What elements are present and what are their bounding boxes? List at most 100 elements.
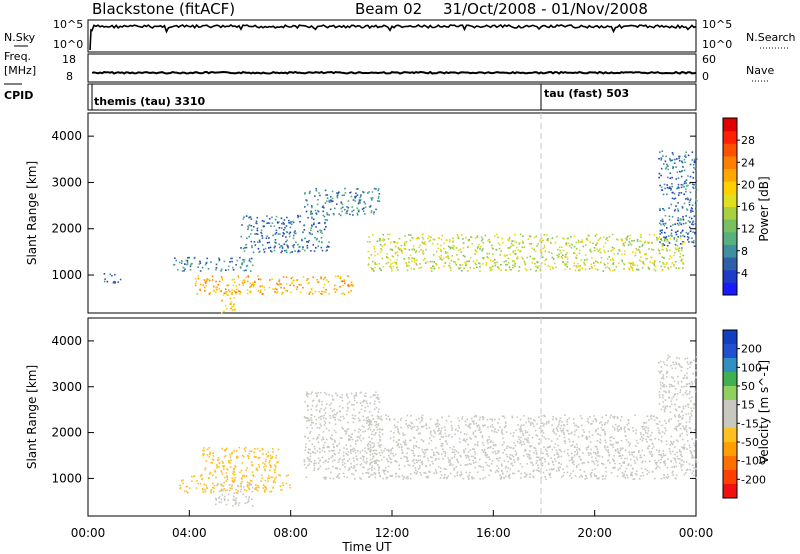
velocity-data-cell <box>459 441 461 443</box>
velocity-data-cell <box>475 422 478 425</box>
velocity-data-cell <box>312 421 314 424</box>
velocity-data-cell <box>543 446 545 448</box>
velocity-data-cell <box>688 444 691 447</box>
velocity-data-cell <box>538 416 540 418</box>
power-data-cell <box>575 241 578 244</box>
power-data-cell <box>352 214 354 216</box>
velocity-data-cell <box>686 376 688 379</box>
velocity-data-cell <box>408 464 411 467</box>
power-data-cell <box>499 254 501 256</box>
velocity-data-cell <box>361 425 364 427</box>
power-data-cell <box>103 273 106 275</box>
velocity-data-cell <box>217 457 220 459</box>
power-data-cell <box>449 267 452 269</box>
power-data-cell <box>680 259 683 262</box>
velocity-data-cell <box>632 430 635 432</box>
velocity-data-cell <box>233 498 235 501</box>
velocity-data-cell <box>367 443 369 446</box>
velocity-data-cell <box>662 374 665 376</box>
velocity-data-cell <box>504 426 507 428</box>
velocity-data-cell <box>338 452 340 454</box>
power-data-cell <box>274 239 277 241</box>
power-data-cell <box>475 251 478 253</box>
velocity-data-cell <box>373 442 375 445</box>
velocity-data-cell <box>675 363 678 365</box>
velocity-data-cell <box>373 460 375 462</box>
velocity-data-cell <box>335 392 337 394</box>
velocity-data-cell <box>490 446 492 448</box>
power-data-cell <box>583 262 586 265</box>
velocity-data-cell <box>581 475 583 478</box>
power-data-cell <box>557 248 559 251</box>
velocity-data-cell <box>371 437 373 440</box>
velocity-data-cell <box>277 461 280 463</box>
velocity-data-cell <box>363 395 366 397</box>
power-data-cell <box>418 267 420 269</box>
velocity-data-cell <box>270 490 273 493</box>
velocity-data-cell <box>604 445 606 447</box>
velocity-data-cell <box>360 391 362 394</box>
velocity-data-cell <box>328 422 331 424</box>
velocity-data-cell <box>313 462 315 465</box>
velocity-data-cell <box>601 478 604 480</box>
power-data-cell <box>675 267 677 269</box>
velocity-data-cell <box>576 452 579 455</box>
power-data-cell <box>413 268 415 270</box>
power-data-cell <box>333 213 335 216</box>
velocity-data-cell <box>651 455 653 457</box>
velocity-data-cell <box>196 480 198 482</box>
power-data-cell <box>668 258 671 260</box>
power-data-cell <box>659 151 661 153</box>
velocity-data-cell <box>407 426 409 429</box>
velocity-data-cell <box>556 428 558 431</box>
velocity-data-cell <box>462 439 465 441</box>
velocity-data-cell <box>595 418 597 421</box>
velocity-data-cell <box>541 464 544 467</box>
power-data-cell <box>350 191 352 193</box>
power-data-cell <box>676 238 678 240</box>
velocity-data-cell <box>535 453 538 456</box>
velocity-data-cell <box>224 490 227 492</box>
velocity-data-cell <box>639 432 642 434</box>
velocity-colorbar-label: Velocity [m s^-1] <box>757 360 771 464</box>
velocity-data-cell <box>375 459 378 462</box>
velocity-data-cell <box>231 452 233 455</box>
power-data-cell <box>309 233 311 235</box>
power-data-cell <box>683 235 686 238</box>
power-data-cell <box>322 210 324 213</box>
velocity-data-cell <box>457 424 460 427</box>
velocity-data-cell <box>491 424 494 426</box>
power-data-cell <box>371 197 374 199</box>
velocity-data-cell <box>671 385 673 388</box>
power-data-cell <box>252 251 255 254</box>
velocity-data-cell <box>519 441 522 444</box>
power-data-cell <box>494 264 496 267</box>
velocity-data-cell <box>644 460 647 463</box>
power-data-cell <box>440 249 442 252</box>
velocity-data-cell <box>412 449 414 452</box>
power-data-cell <box>676 222 679 225</box>
velocity-data-cell <box>659 381 662 384</box>
power-data-cell <box>604 266 607 269</box>
velocity-data-cell <box>654 437 656 440</box>
velocity-data-cell <box>335 413 337 416</box>
velocity-data-cell <box>664 454 667 456</box>
power-data-cell <box>663 244 666 246</box>
velocity-data-cell <box>549 446 551 448</box>
velocity-data-cell <box>378 416 380 418</box>
velocity-data-cell <box>342 472 345 475</box>
power-data-cell <box>223 292 226 295</box>
velocity-data-cell <box>191 475 193 478</box>
power-data-cell <box>447 264 450 267</box>
power-data-cell <box>344 282 346 285</box>
velocity-data-cell <box>679 391 681 393</box>
velocity-data-cell <box>690 412 692 415</box>
velocity-data-cell <box>392 452 394 455</box>
velocity-data-cell <box>695 376 697 379</box>
power-data-cell <box>261 235 263 237</box>
velocity-data-cell <box>660 370 663 372</box>
power-data-cell <box>547 240 549 242</box>
power-data-cell <box>671 183 673 185</box>
velocity-data-cell <box>401 452 404 454</box>
power-data-cell <box>224 304 227 307</box>
